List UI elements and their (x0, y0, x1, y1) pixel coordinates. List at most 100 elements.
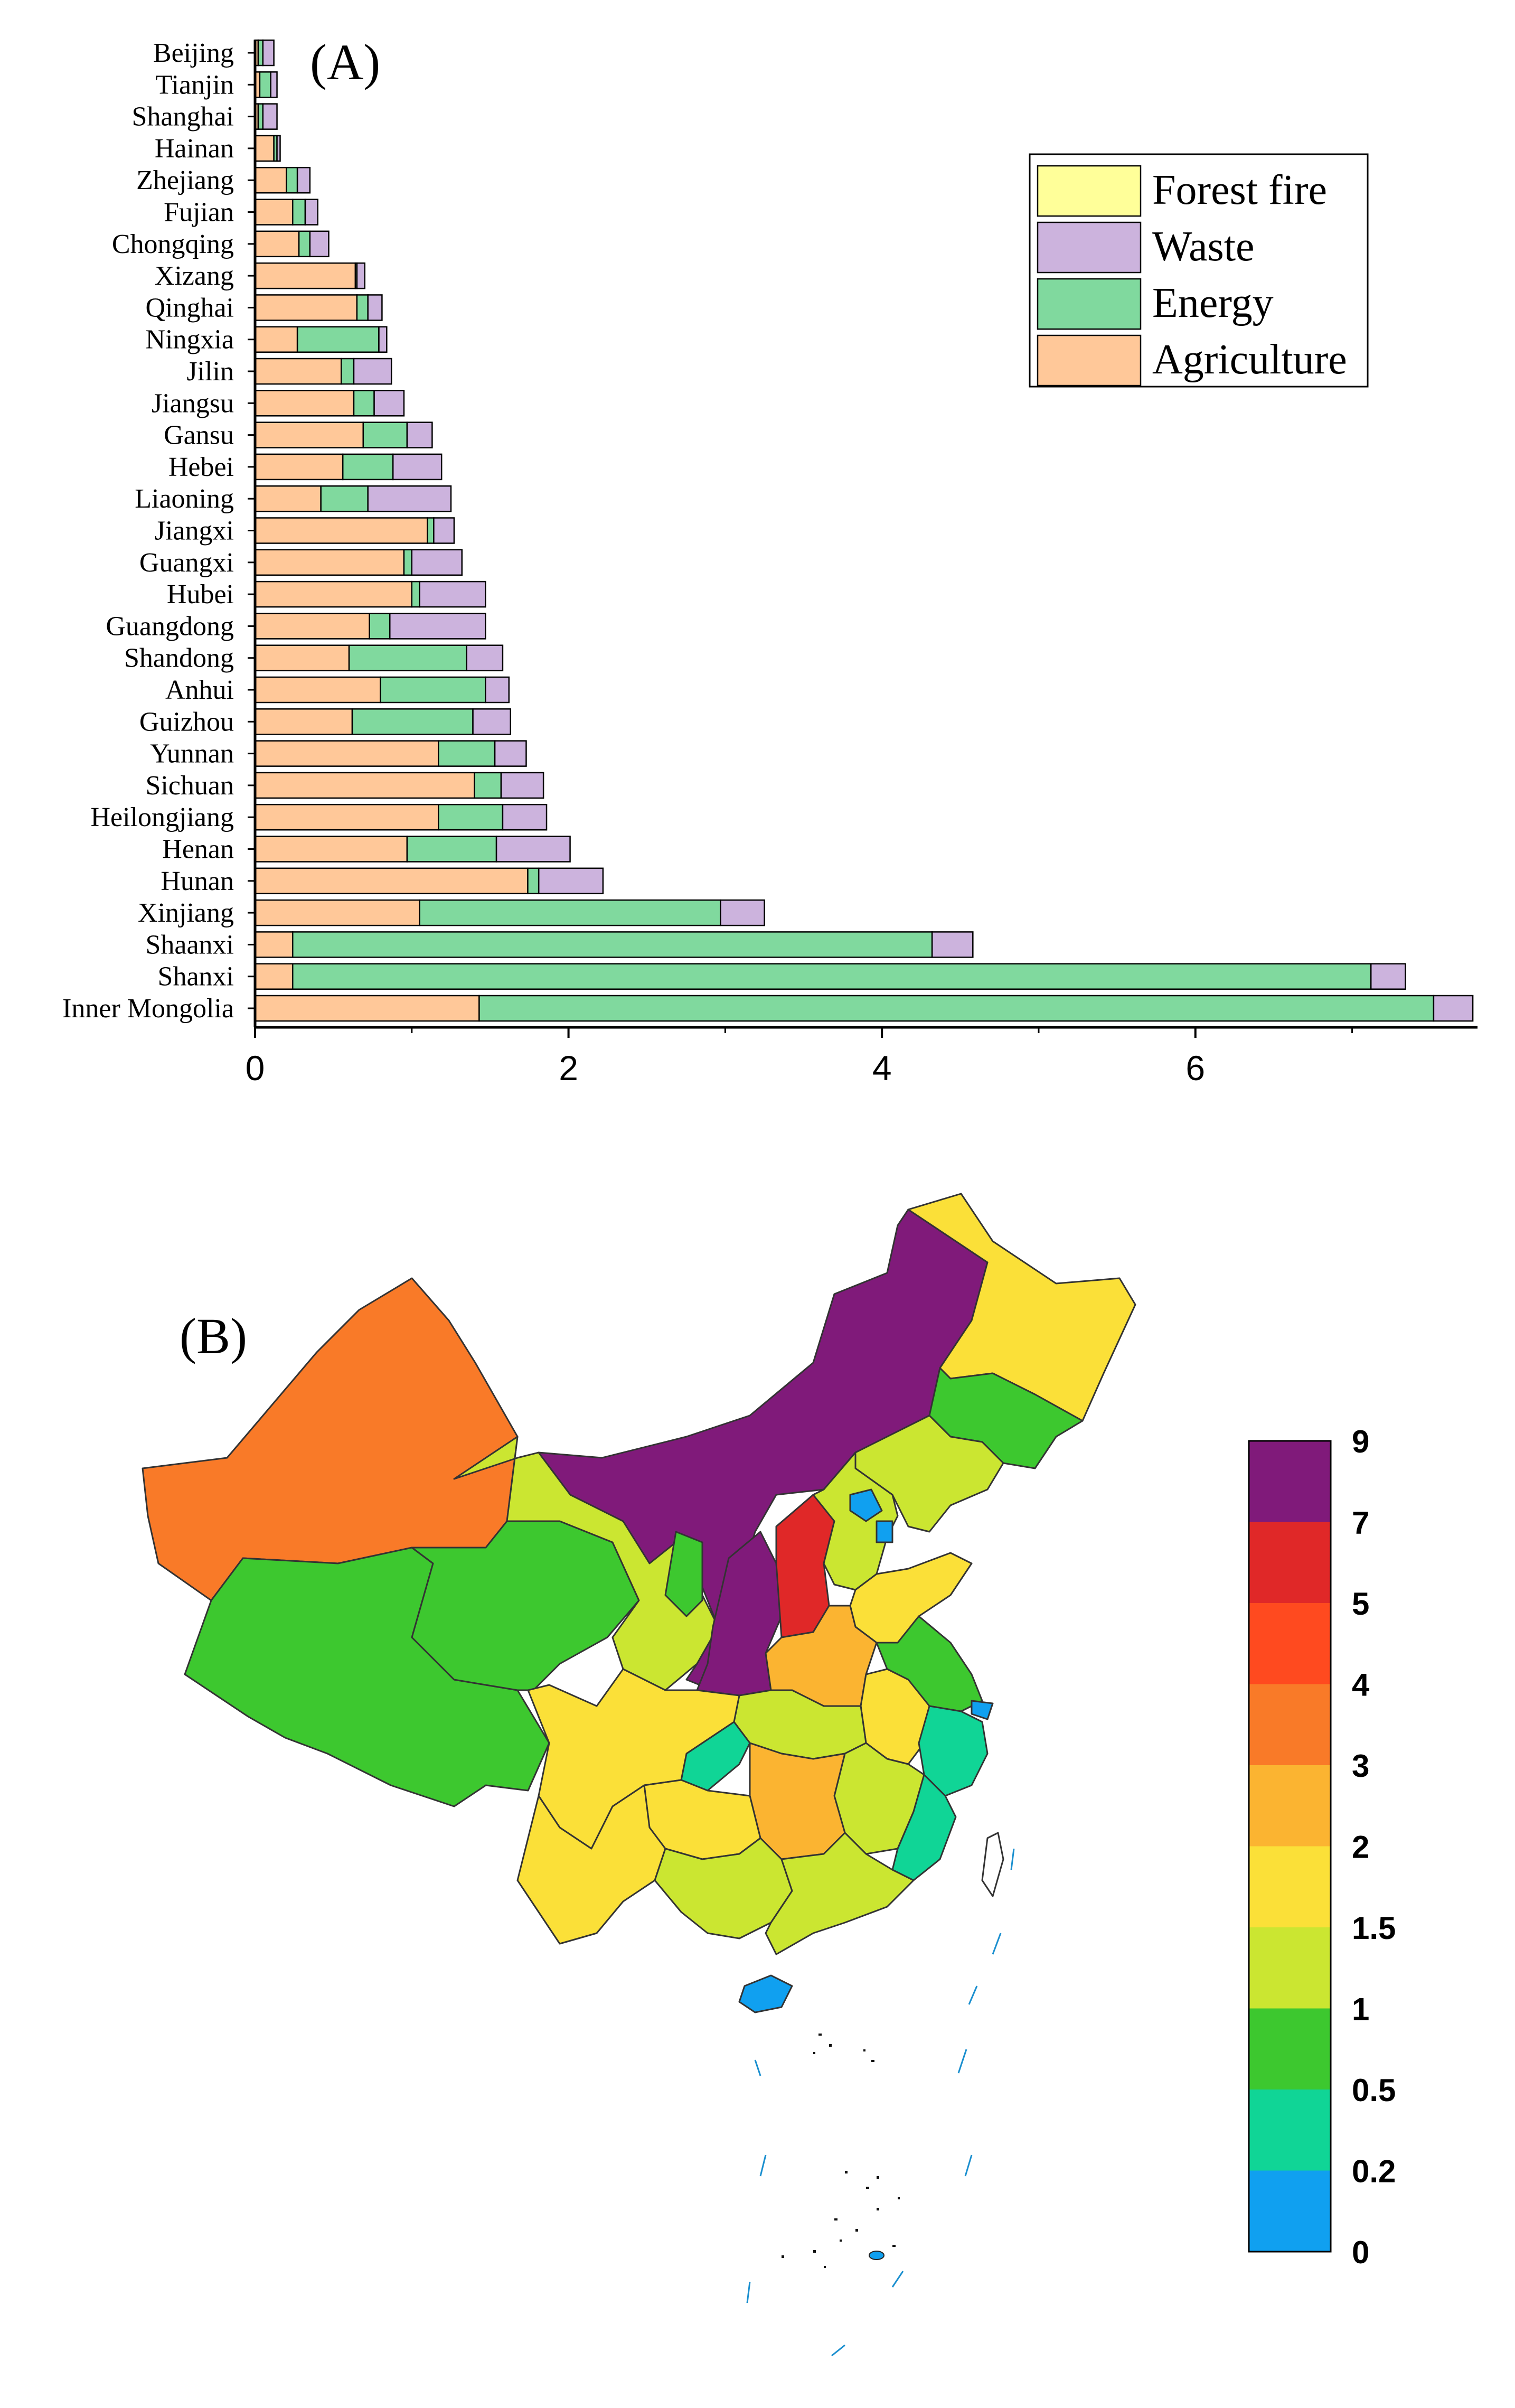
bar-agriculture-shandong (254, 644, 350, 671)
y-tick-label: Jiangxi (155, 516, 234, 546)
bar-energy-jilin (340, 358, 355, 385)
bar-waste-jiangxi (433, 517, 455, 544)
region-Ningxia (664, 1531, 703, 1617)
bar-waste-gansu (406, 421, 433, 448)
bar-waste-liaoning (367, 485, 452, 512)
bar-agriculture-liaoning (254, 485, 322, 512)
colorbar-label: 1 (1352, 1992, 1369, 2027)
y-tick-label: Inner Mongolia (62, 994, 234, 1024)
islands (782, 2034, 900, 2268)
colorbar-segment (1249, 1927, 1331, 2009)
y-tick-label: Henan (162, 835, 234, 865)
bar-waste-guizhou (472, 708, 512, 735)
bar-energy-jiangsu (353, 390, 375, 417)
y-tick-label: Shanghai (131, 102, 234, 132)
bar-agriculture-heilongjiang (254, 803, 439, 831)
y-tick-label: Beijing (153, 38, 234, 68)
bar-energy-beijing (257, 39, 264, 67)
y-tick-label: Hubei (167, 579, 234, 610)
bar-waste-anhui (485, 676, 510, 704)
bar-energy-chongqing (298, 230, 311, 258)
bar-energy-guizhou (351, 708, 474, 735)
south-china-sea-dashes (746, 1848, 1015, 2357)
bar-energy-shanghai (257, 103, 264, 130)
bar-energy-gansu (362, 421, 408, 448)
bar-energy-guangxi (403, 549, 413, 576)
y-tick-label: Tianjin (156, 70, 234, 100)
bar-waste-shanghai (262, 103, 278, 130)
y-tick-label: Guangxi (139, 548, 234, 578)
colorbar-label: 4 (1352, 1667, 1370, 1703)
bar-energy-liaoning (320, 485, 369, 512)
colorbar-label: 7 (1352, 1505, 1369, 1541)
bar-agriculture-henan (254, 836, 408, 863)
bar-agriculture-ningxia (254, 326, 298, 353)
bar-waste-tianjin (270, 71, 278, 98)
y-tick-label: Hainan (155, 134, 234, 164)
legend-swatch-energy (1037, 278, 1142, 330)
bar-waste-heilongjiang (502, 803, 548, 831)
bar-waste-zhejiang (296, 166, 311, 194)
bar-waste-shanxi (1370, 963, 1406, 990)
bar-energy-jiangxi (427, 517, 435, 544)
region-Hainan (738, 1974, 793, 2013)
bar-energy-shaanxi (291, 931, 933, 958)
colorbar-label: 0.2 (1352, 2154, 1396, 2189)
bar-energy-ningxia (296, 326, 380, 353)
bar-agriculture-shanxi (254, 963, 294, 990)
x-tick-label: 2 (559, 1048, 578, 1088)
bar-agriculture-jiangxi (254, 517, 428, 544)
bar-waste-beijing (262, 39, 275, 67)
y-tick-label: Hebei (168, 452, 234, 482)
bar-energy-tianjin (259, 71, 271, 98)
x-tick-label: 6 (1185, 1048, 1205, 1088)
y-tick-label: Shanxi (158, 962, 234, 992)
bar-energy-sichuan (474, 772, 502, 799)
region-Xizang (184, 1547, 550, 1807)
bar-waste-inner-mongolia (1433, 995, 1474, 1022)
region-Taiwan (981, 1832, 1004, 1897)
x-tick-label: 4 (872, 1048, 892, 1088)
panel-a-label: (A) (310, 34, 380, 90)
y-tick-label: Gansu (164, 420, 234, 451)
y-tick-label: Chongqing (112, 229, 234, 259)
colorbar-segment (1249, 1765, 1331, 1847)
colorbar-label: 5 (1352, 1586, 1369, 1622)
y-tick-label: Fujian (164, 198, 234, 228)
bar-agriculture-zhejiang (254, 166, 287, 194)
bar-agriculture-guangdong (254, 613, 370, 640)
colorbar-label: 1.5 (1352, 1910, 1396, 1946)
colorbar-segment (1249, 1441, 1331, 1522)
colorbar-segment (1249, 1603, 1331, 1684)
y-tick-label: Heilongjiang (90, 802, 234, 832)
bar-waste-hainan (276, 135, 281, 162)
bar-agriculture-hebei (254, 453, 344, 481)
bar-agriculture-xinjiang (254, 899, 420, 926)
bar-agriculture-xizang (254, 262, 356, 289)
bar-energy-hubei (411, 580, 420, 608)
colorbar-label: 2 (1352, 1830, 1369, 1865)
bar-energy-guangdong (369, 613, 391, 640)
y-tick-label: Ningxia (145, 325, 234, 355)
colorbar-label: 3 (1352, 1748, 1369, 1784)
y-tick-label: Xizang (155, 261, 234, 291)
legend-swatch-waste (1037, 221, 1142, 274)
bar-waste-ningxia (378, 326, 388, 353)
legend-swatch-forest-fire (1037, 165, 1142, 217)
colorbar-segment (1249, 2170, 1331, 2252)
colorbar-segment (1249, 1522, 1331, 1604)
bar-waste-jiangsu (373, 390, 405, 417)
china-province-map (142, 1193, 1136, 2013)
colorbar-segment (1249, 2008, 1331, 2090)
x-tick-label: 0 (246, 1048, 265, 1088)
y-tick-labels: BeijingTianjinShanghaiHainanZhejiangFuji… (62, 38, 255, 1024)
y-tick-label: Yunnan (150, 739, 234, 769)
y-tick-label: Guizhou (139, 707, 234, 737)
y-tick-label: Xinjiang (138, 898, 234, 928)
bar-energy-zhejiang (286, 166, 298, 194)
colorbar-segment (1249, 1846, 1331, 1928)
bar-waste-qinghai (367, 294, 383, 321)
y-tick-label: Zhejiang (136, 165, 234, 195)
y-tick-label: Jilin (186, 357, 234, 387)
panel-b-map: (B) (142, 1193, 1396, 2357)
